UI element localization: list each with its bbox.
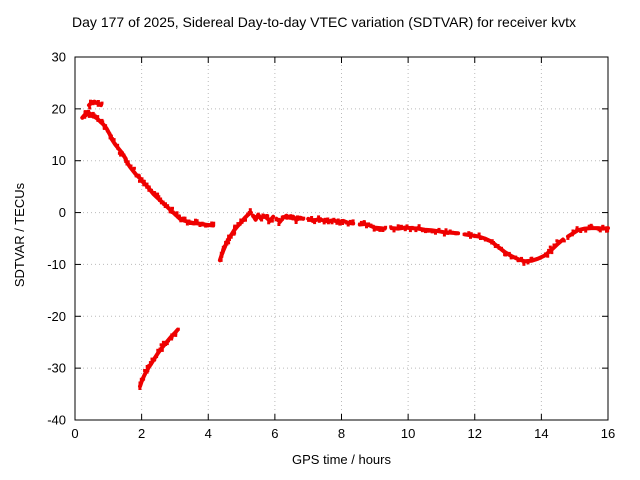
chart-title: Day 177 of 2025, Sidereal Day-to-day VTE… (72, 14, 576, 30)
svg-text:-30: -30 (47, 361, 66, 376)
svg-text:10: 10 (401, 426, 415, 441)
svg-text:30: 30 (52, 50, 66, 65)
svg-text:16: 16 (601, 426, 615, 441)
svg-text:8: 8 (338, 426, 345, 441)
svg-text:-10: -10 (47, 257, 66, 272)
svg-text:2: 2 (138, 426, 145, 441)
svg-text:-20: -20 (47, 309, 66, 324)
svg-text:0: 0 (71, 426, 78, 441)
svg-text:0: 0 (59, 205, 66, 220)
svg-text:20: 20 (52, 101, 66, 116)
svg-text:4: 4 (205, 426, 212, 441)
x-axis-label: GPS time / hours (292, 452, 391, 467)
svg-text:12: 12 (468, 426, 482, 441)
svg-text:10: 10 (52, 153, 66, 168)
svg-text:6: 6 (271, 426, 278, 441)
svg-text:-40: -40 (47, 413, 66, 428)
svg-text:14: 14 (534, 426, 548, 441)
